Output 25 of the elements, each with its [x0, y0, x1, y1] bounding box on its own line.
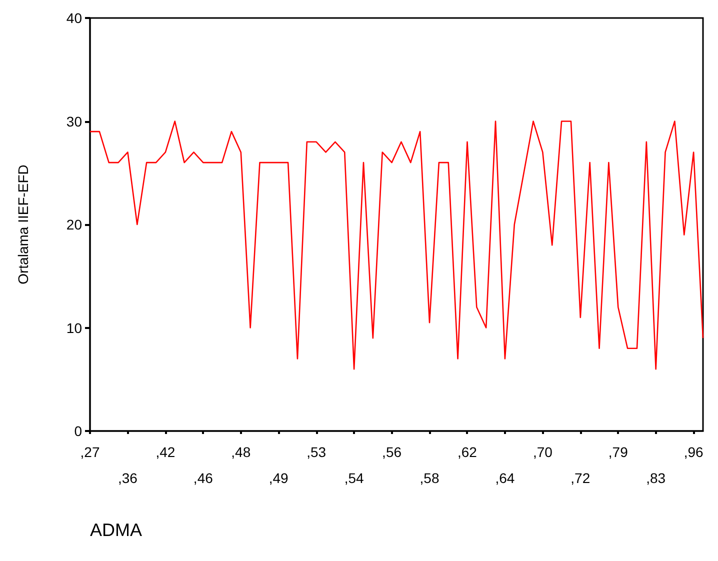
x-tick-label: ,70 — [532, 444, 553, 460]
x-tick-label: ,54 — [344, 470, 364, 486]
x-tick-label: ,36 — [118, 470, 138, 486]
line-series — [89, 120, 704, 370]
x-tick-label: ,48 — [231, 444, 251, 460]
x-tick-label: ,53 — [306, 444, 326, 460]
x-tick-label: ,27 — [80, 444, 100, 460]
x-tick-label: ,62 — [457, 444, 478, 460]
x-tick-label: ,72 — [570, 470, 590, 486]
x-tick-label: ,64 — [495, 470, 515, 486]
y-tick-label: 10 — [66, 320, 82, 336]
y-tick-label: 20 — [66, 216, 82, 232]
x-tick-label: ,96 — [684, 444, 704, 460]
x-tick-label: ,46 — [193, 470, 214, 486]
x-tick-label: ,56 — [382, 444, 402, 460]
x-tick-label: ,49 — [268, 470, 289, 486]
x-tick-label: ,58 — [420, 470, 440, 486]
x-tick-label: ,42 — [156, 444, 176, 460]
y-axis-title: Ortalama IIEF-EFD — [15, 164, 31, 284]
x-tick-label: ,83 — [646, 470, 666, 486]
x-tick-label: ,79 — [608, 444, 628, 460]
y-tick-label: 0 — [74, 423, 82, 439]
x-axis-title: ADMA — [90, 520, 142, 540]
y-tick-label: 40 — [66, 10, 82, 26]
y-tick-label: 30 — [66, 113, 82, 130]
